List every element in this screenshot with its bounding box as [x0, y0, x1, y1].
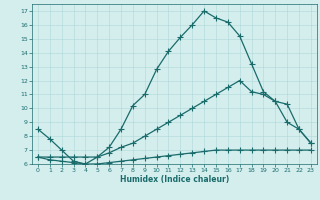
- X-axis label: Humidex (Indice chaleur): Humidex (Indice chaleur): [120, 175, 229, 184]
